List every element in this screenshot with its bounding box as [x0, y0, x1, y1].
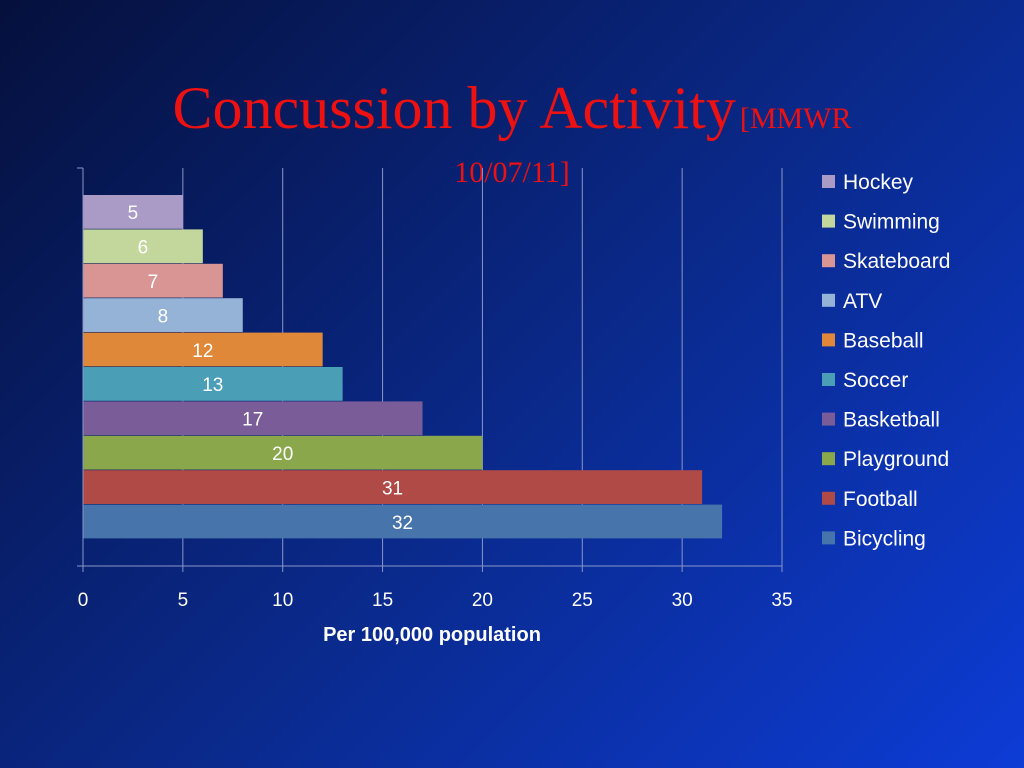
x-tick-label-25: 25: [572, 590, 593, 611]
data-label-skateboard: 7: [148, 272, 159, 293]
data-label-bicycling: 32: [392, 513, 413, 534]
bar-hockey: [83, 195, 183, 229]
legend-label-soccer: Soccer: [843, 369, 908, 392]
data-label-basketball: 17: [242, 410, 263, 431]
data-label-football: 31: [382, 478, 403, 499]
data-label-playground: 20: [272, 444, 293, 465]
data-label-soccer: 13: [202, 375, 223, 396]
x-tick-labels: 0 5 10 15 20 25 30 35: [78, 590, 793, 611]
bar-football: [83, 470, 703, 504]
x-tick-label-30: 30: [672, 590, 693, 611]
legend-label-swimming: Swimming: [843, 211, 940, 234]
x-tick-label-10: 10: [272, 590, 293, 611]
data-label-hockey: 5: [128, 203, 139, 224]
legend-label-skateboard: Skateboard: [843, 250, 950, 273]
data-label-atv: 8: [158, 306, 169, 327]
legend-swatch-atv: [822, 293, 835, 307]
bar-basketball: [83, 401, 423, 436]
legend-swatch-hockey: [822, 175, 835, 188]
bar-playground: [83, 435, 483, 470]
legend-label-playground: Playground: [843, 448, 949, 471]
bar-soccer: [83, 367, 343, 401]
chart-legend: Hockey Swimming Skateboard ATV Baseball Socce…: [822, 171, 950, 550]
chart-axes: [77, 167, 783, 572]
bar-bicycling: [83, 504, 723, 539]
legend-swatch-soccer: [822, 373, 835, 386]
chart-bars: 5 6 7 8 12 13 17 20 31 32: [83, 195, 723, 539]
bar-baseball: [83, 332, 323, 367]
data-label-swimming: 6: [138, 238, 149, 259]
legend-swatch-basketball: [822, 412, 835, 426]
legend-label-football: Football: [843, 488, 918, 511]
x-tick-label-20: 20: [472, 590, 493, 611]
slide-title: Concussion by Activity [MMWR 10/07/11]: [0, 75, 1024, 188]
legend-label-atv: ATV: [843, 290, 882, 313]
legend-swatch-skateboard: [822, 254, 835, 268]
bar-swimming: [83, 229, 203, 264]
legend-swatch-playground: [822, 452, 835, 466]
x-tick-label-15: 15: [372, 590, 393, 611]
legend-label-baseball: Baseball: [843, 329, 924, 352]
x-tick-label-5: 5: [178, 590, 189, 611]
legend-label-basketball: Basketball: [843, 409, 940, 432]
bar-atv: [83, 298, 243, 332]
legend-swatch-football: [822, 491, 835, 505]
legend-swatch-swimming: [822, 214, 835, 228]
title-citation: [MMWR: [739, 102, 852, 135]
data-label-baseball: 12: [192, 341, 213, 362]
legend-label-hockey: Hockey: [843, 171, 914, 194]
title-main: Concussion by Activity: [172, 75, 736, 141]
title-citation-date: 10/07/11]: [454, 156, 570, 189]
x-tick-label-0: 0: [78, 590, 89, 611]
legend-swatch-baseball: [822, 333, 835, 347]
x-tick-label-35: 35: [771, 590, 792, 611]
legend-swatch-bicycling: [822, 531, 835, 545]
x-axis-label: Per 100,000 population: [323, 624, 541, 646]
legend-label-bicycling: Bicycling: [843, 527, 926, 550]
bar-skateboard: [83, 263, 223, 298]
